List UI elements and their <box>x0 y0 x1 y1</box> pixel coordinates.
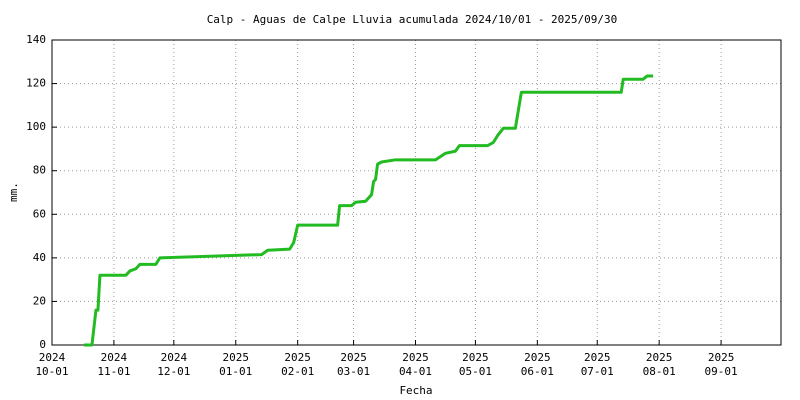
x-tick-label: 2024 <box>101 351 128 364</box>
x-axis-label: Fecha <box>399 384 432 397</box>
x-tick-label: 02-01 <box>281 365 314 378</box>
y-tick-label: 100 <box>26 120 46 133</box>
x-tick-label: 2025 <box>222 351 249 364</box>
x-tick-label: 2025 <box>402 351 429 364</box>
y-tick-label: 20 <box>33 294 46 307</box>
x-tick-label: 2024 <box>39 351 66 364</box>
x-tick-label: 2025 <box>524 351 551 364</box>
x-tick-label: 12-01 <box>157 365 190 378</box>
x-tick-label: 2025 <box>584 351 611 364</box>
x-tick-label: 2025 <box>284 351 311 364</box>
chart-title: Calp - Aguas de Calpe Lluvia acumulada 2… <box>207 13 618 26</box>
x-tick-label: 07-01 <box>581 365 614 378</box>
y-tick-label: 60 <box>33 207 46 220</box>
x-tick-label: 08-01 <box>643 365 676 378</box>
x-tick-label: 2024 <box>161 351 188 364</box>
y-axis-label: mm. <box>7 182 20 202</box>
x-tick-label: 10-01 <box>35 365 68 378</box>
rain-line <box>83 74 654 347</box>
y-tick-label: 40 <box>33 251 46 264</box>
x-tick-label: 2025 <box>708 351 735 364</box>
y-tick-label: 120 <box>26 77 46 90</box>
x-tick-label: 04-01 <box>399 365 432 378</box>
x-tick-label: 11-01 <box>97 365 130 378</box>
x-tick-label: 2025 <box>646 351 673 364</box>
y-tick-label: 80 <box>33 164 46 177</box>
x-tick-label: 06-01 <box>521 365 554 378</box>
x-tick-label: 03-01 <box>337 365 370 378</box>
x-tick-label: 05-01 <box>459 365 492 378</box>
y-tick-label: 140 <box>26 33 46 46</box>
x-tick-label: 2025 <box>340 351 367 364</box>
plot-frame <box>51 39 782 346</box>
y-tick-label: 0 <box>39 338 46 351</box>
x-tick-label: 01-01 <box>219 365 252 378</box>
x-tick-label: 09-01 <box>705 365 738 378</box>
x-tick-label: 2025 <box>462 351 489 364</box>
